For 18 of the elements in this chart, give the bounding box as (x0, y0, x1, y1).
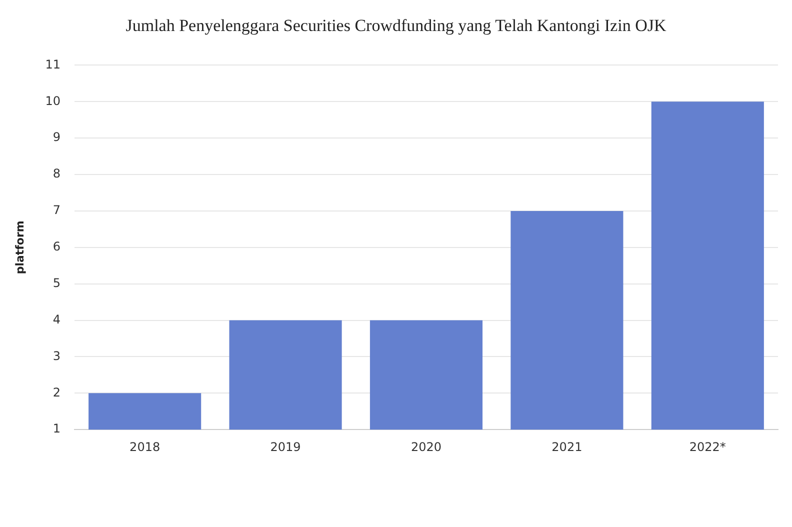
x-tick-label: 2022* (689, 440, 726, 454)
chart-title: Jumlah Penyelenggara Securities Crowdfunding yang Telah Kantongi Izin OJK (124, 16, 668, 36)
y-tick-label: 1 (52, 422, 60, 436)
x-tick-label: 2019 (270, 440, 301, 454)
y-tick-label: 3 (52, 348, 60, 363)
x-tick-label: 2021 (552, 440, 582, 454)
y-tick-label: 11 (45, 57, 60, 72)
y-tick-label: 9 (52, 130, 60, 144)
y-tick-label: 2 (52, 385, 60, 400)
x-tick-label: 2018 (130, 440, 160, 454)
y-tick-label: 5 (52, 276, 60, 290)
y-tick-label: 6 (52, 240, 60, 254)
y-tick-label: 8 (52, 166, 60, 181)
x-tick-label: 2020 (410, 440, 442, 454)
y-tick-label: 10 (45, 94, 60, 108)
y-tick-label: 7 (52, 203, 60, 218)
y-axis-title: platform (13, 220, 26, 274)
y-tick-label: 4 (52, 312, 60, 326)
